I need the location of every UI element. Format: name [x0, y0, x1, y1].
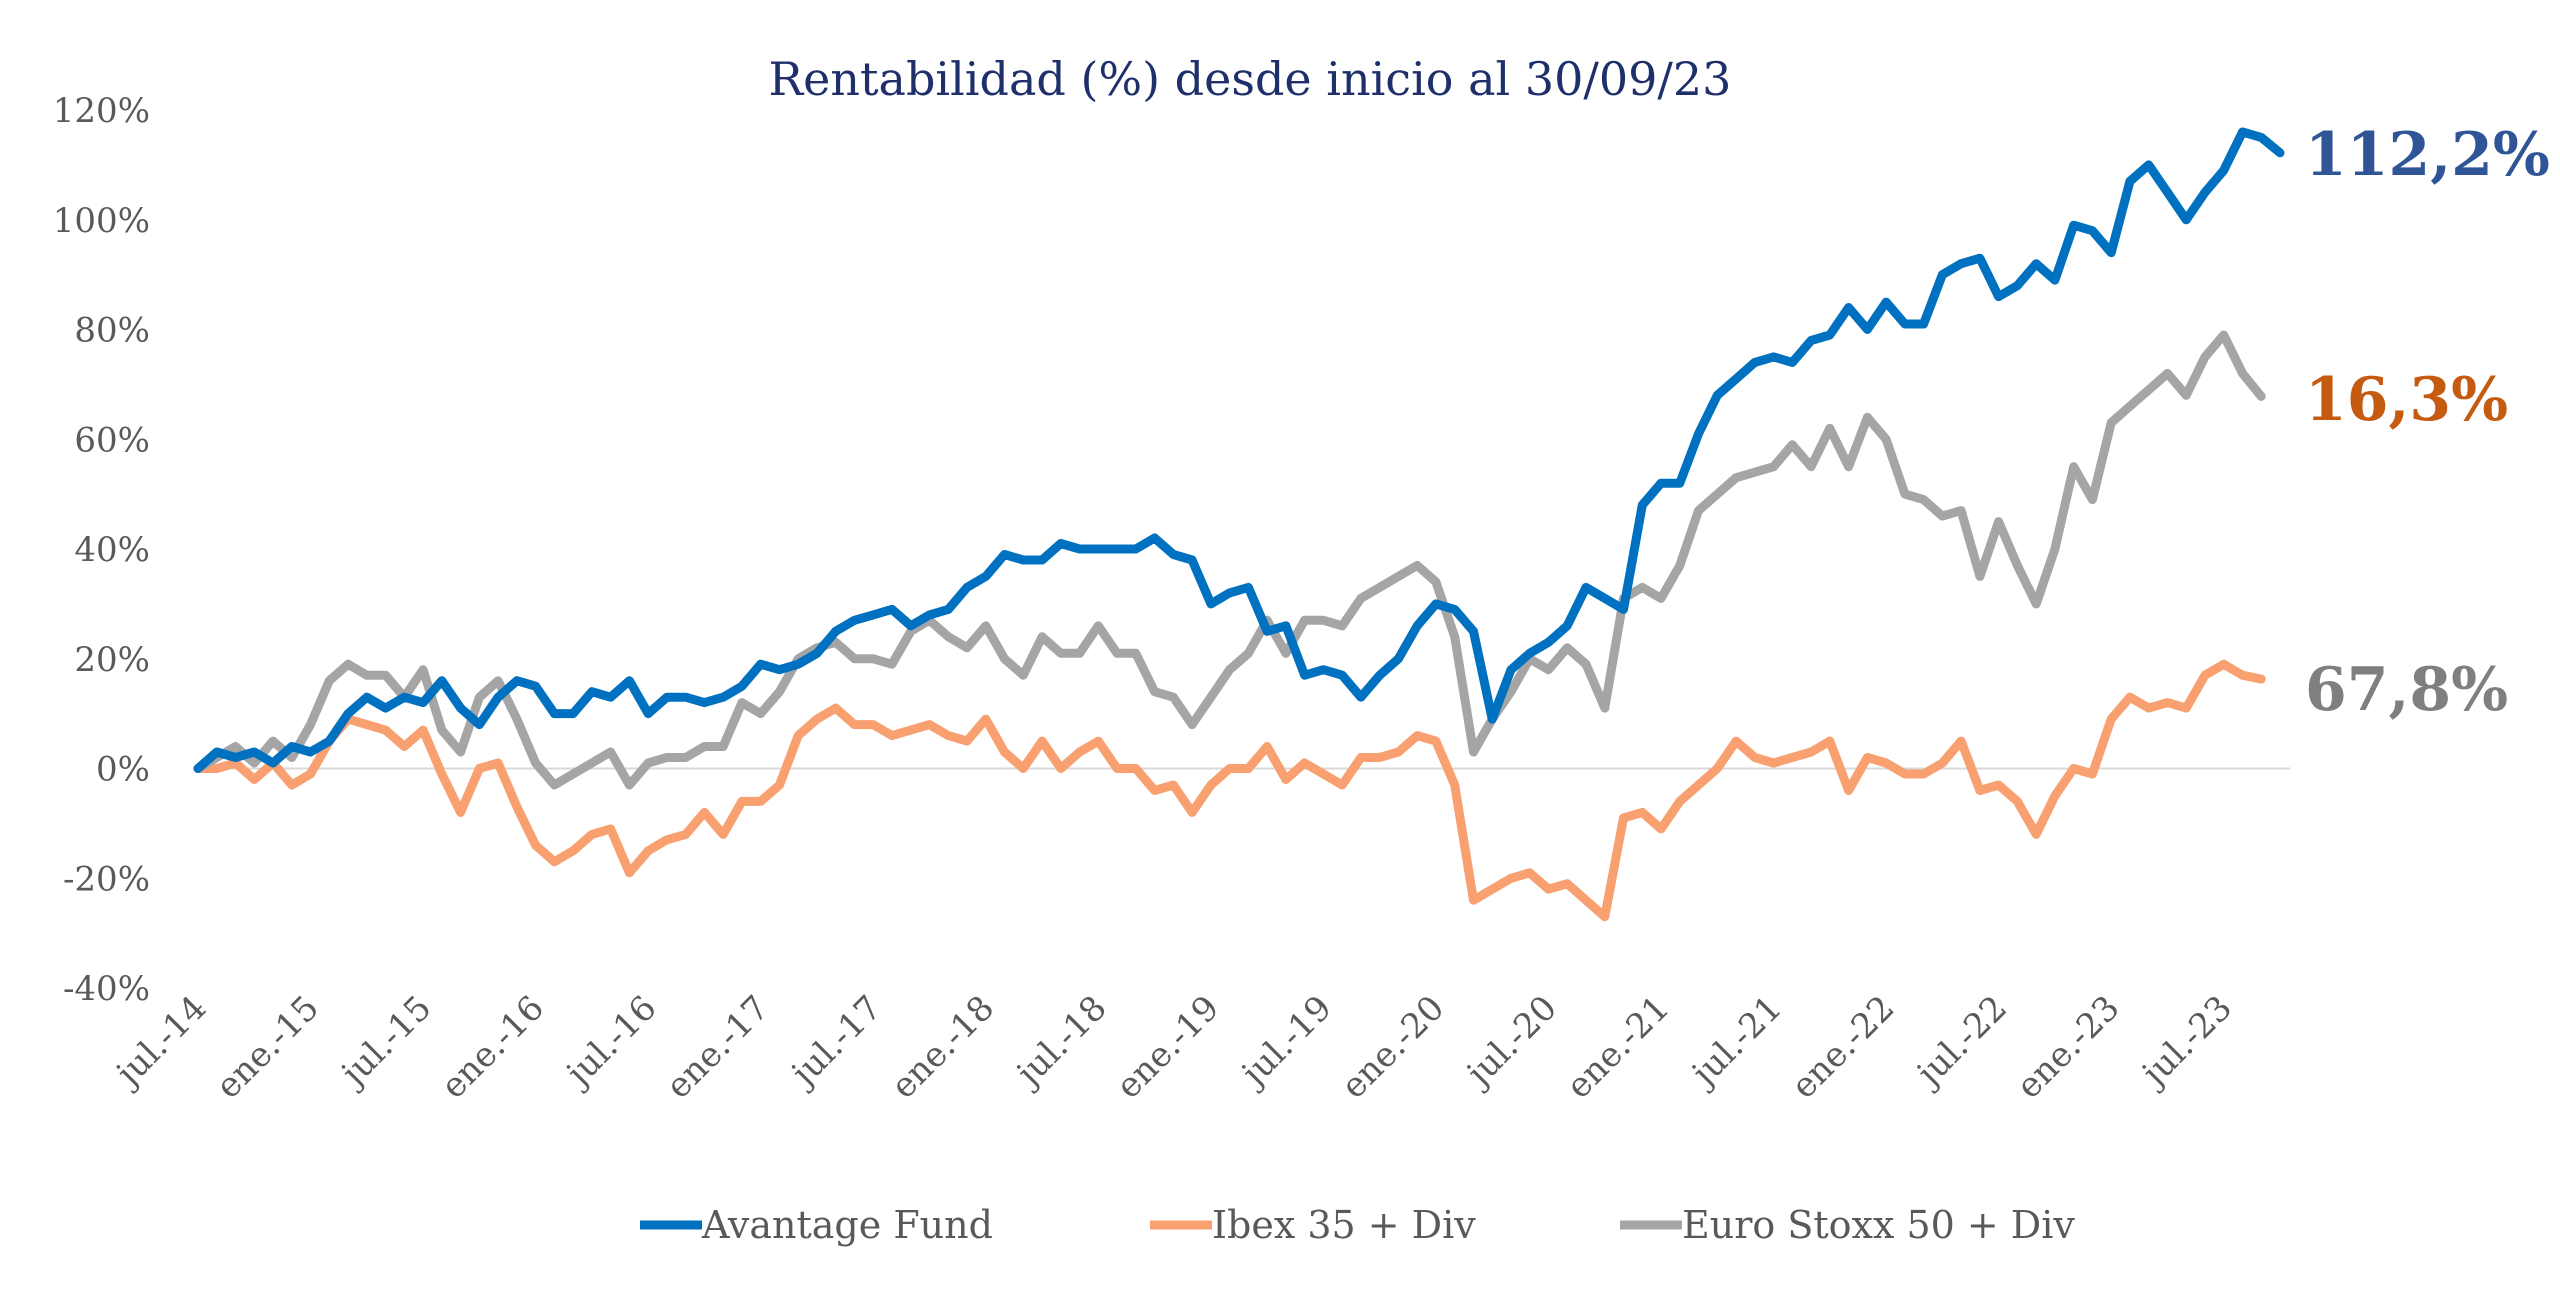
- x-tick-label: jul.-16: [556, 988, 664, 1096]
- y-tick-label: 20%: [74, 640, 150, 680]
- y-tick-label: -20%: [63, 859, 150, 899]
- series-line-ibex-35-div: [193, 659, 2266, 922]
- y-tick-label: 0%: [96, 750, 150, 790]
- y-axis-ticks: -40% -20% 0% 20% 40% 60% 80% 100% 120%: [53, 91, 150, 1009]
- x-tick-label: jul.-23: [2132, 988, 2240, 1096]
- x-tick-label: jul.-17: [782, 988, 890, 1096]
- series-lines: [193, 127, 2285, 922]
- x-tick-label: jul.-20: [1457, 988, 1565, 1096]
- legend: Avantage Fund Ibex 35 + Div Euro Stoxx 50 …: [640, 1203, 2075, 1247]
- x-tick-label: ene.-16: [433, 988, 552, 1107]
- x-tick-label: jul.-15: [331, 988, 439, 1096]
- legend-label: Avantage Fund: [701, 1203, 993, 1247]
- end-label: 67,8%: [2305, 655, 2508, 725]
- y-tick-label: 120%: [53, 91, 150, 131]
- legend-label: Euro Stoxx 50 + Div: [1682, 1203, 2075, 1247]
- legend-label: Ibex 35 + Div: [1212, 1203, 1476, 1247]
- end-label: 112,2%: [2305, 120, 2550, 190]
- y-tick-label: 40%: [74, 530, 150, 570]
- y-tick-label: 60%: [74, 420, 150, 460]
- x-tick-label: ene.-23: [2009, 988, 2128, 1107]
- x-tick-label: ene.-20: [1334, 988, 1453, 1107]
- x-tick-label: ene.-17: [658, 988, 777, 1107]
- end-label: 16,3%: [2305, 365, 2508, 435]
- x-tick-label: ene.-22: [1784, 988, 1903, 1107]
- x-tick-label: ene.-15: [208, 988, 327, 1107]
- y-tick-label: -40%: [63, 969, 150, 1009]
- x-tick-label: ene.-18: [884, 988, 1003, 1107]
- x-tick-label: jul.-19: [1232, 988, 1340, 1096]
- end-labels: 112,2% 16,3% 67,8%: [2305, 120, 2550, 725]
- series-line-avantage-fund: [193, 127, 2285, 773]
- x-tick-label: jul.-21: [1682, 988, 1790, 1096]
- series-line-euro-stoxx-50-div: [193, 330, 2266, 790]
- x-tick-label: ene.-19: [1109, 988, 1228, 1107]
- y-tick-label: 80%: [74, 311, 150, 351]
- x-tick-label: jul.-18: [1007, 988, 1115, 1096]
- x-tick-label: jul.-22: [1907, 988, 2015, 1096]
- chart-title: Rentabilidad (%) desde inicio al 30/09/2…: [769, 52, 1732, 106]
- y-tick-label: 100%: [53, 201, 150, 241]
- x-tick-label: ene.-21: [1559, 988, 1678, 1107]
